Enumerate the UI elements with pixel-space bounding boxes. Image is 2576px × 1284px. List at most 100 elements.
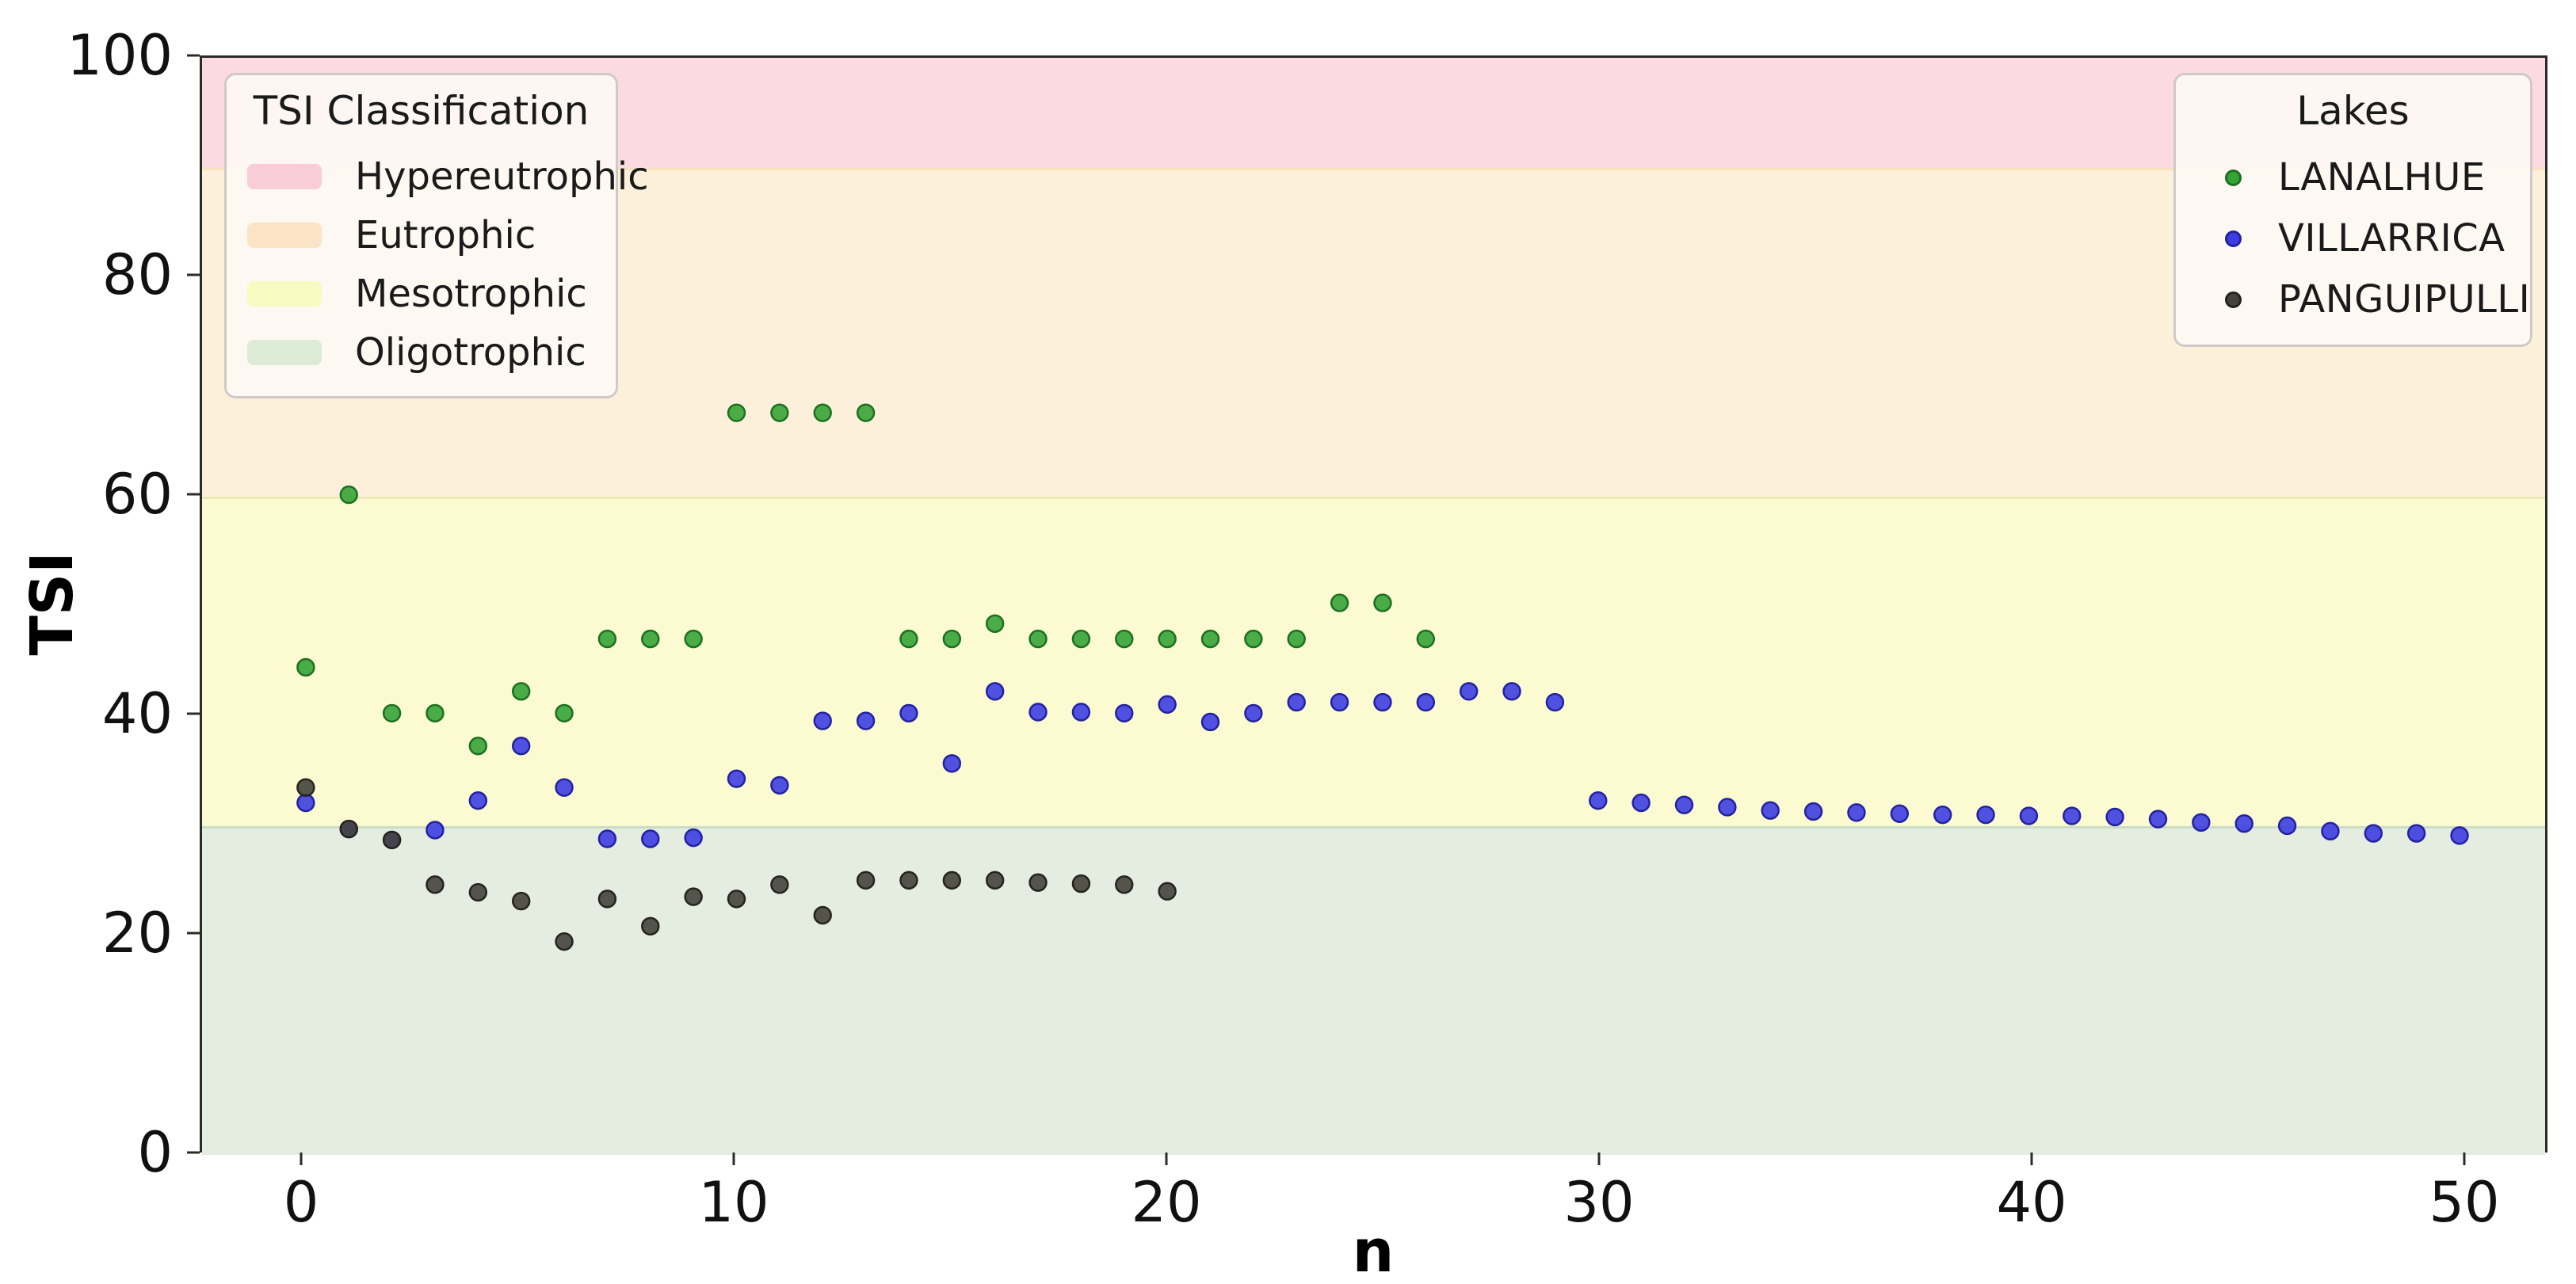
tsi-legend-item: Hypereutrophic — [247, 147, 649, 206]
data-point-panguipulli — [856, 871, 876, 890]
data-point-villarrica — [856, 711, 876, 730]
data-point-lanalhue — [942, 629, 962, 649]
data-point-villarrica — [1718, 798, 1737, 817]
data-point-lanalhue — [813, 403, 832, 422]
data-point-panguipulli — [1071, 874, 1091, 893]
x-tick-mark — [2463, 1153, 2466, 1165]
legend-label: Hypereutrophic — [355, 154, 649, 199]
y-tick-mark — [187, 54, 200, 57]
data-point-panguipulli — [641, 916, 660, 936]
legend-label: Oligotrophic — [355, 330, 586, 375]
data-point-villarrica — [296, 793, 315, 813]
data-point-lanalhue — [296, 657, 315, 677]
x-tick-label: 20 — [1131, 1170, 1202, 1235]
y-tick-mark — [187, 712, 200, 715]
data-point-villarrica — [1803, 802, 1823, 821]
legend-marker-dot — [2225, 169, 2242, 186]
x-axis-label: n — [1352, 1217, 1395, 1284]
scatter-point-layer — [296, 403, 2469, 951]
legend-marker-dot — [2225, 230, 2242, 247]
data-point-villarrica — [985, 682, 1005, 701]
data-point-lanalhue — [468, 737, 488, 756]
y-tick-mark — [187, 1151, 200, 1154]
data-point-lanalhue — [1330, 593, 1349, 612]
data-point-panguipulli — [1115, 875, 1134, 894]
data-point-villarrica — [555, 778, 574, 797]
x-tick-mark — [300, 1153, 303, 1165]
y-tick-label: 100 — [67, 23, 173, 88]
data-point-lanalhue — [985, 614, 1005, 633]
x-tick-label: 40 — [1996, 1170, 2067, 1235]
y-tick-mark — [187, 273, 200, 276]
data-point-lanalhue — [382, 703, 402, 723]
tsi-legend-item: Oligotrophic — [247, 323, 595, 382]
y-tick-label: 60 — [101, 462, 173, 527]
tsi-legend-item: Eutrophic — [247, 206, 595, 265]
data-point-lanalhue — [899, 629, 918, 649]
x-tick-label: 50 — [2429, 1170, 2500, 1235]
data-point-villarrica — [813, 711, 832, 730]
data-point-villarrica — [899, 703, 918, 723]
data-point-villarrica — [942, 754, 962, 773]
data-point-panguipulli — [597, 890, 617, 909]
data-point-villarrica — [468, 791, 488, 810]
legend-label: PANGUIPULLI — [2278, 277, 2531, 322]
data-point-lanalhue — [1416, 629, 1436, 649]
data-point-lanalhue — [1244, 629, 1263, 649]
data-point-lanalhue — [856, 403, 876, 422]
data-point-lanalhue — [1115, 629, 1134, 649]
x-tick-mark — [1165, 1153, 1168, 1165]
x-tick-mark — [2030, 1153, 2033, 1165]
y-tick-mark — [187, 493, 200, 496]
x-tick-mark — [1597, 1153, 1601, 1165]
legend-swatch — [247, 222, 322, 248]
data-point-villarrica — [597, 829, 617, 848]
x-tick-label: 10 — [698, 1170, 769, 1235]
data-point-villarrica — [1200, 712, 1220, 732]
data-point-panguipulli — [555, 932, 574, 951]
legend-swatch — [247, 163, 322, 189]
data-point-panguipulli — [339, 819, 358, 839]
data-point-villarrica — [2277, 816, 2297, 836]
legend-label: Mesotrophic — [355, 271, 587, 316]
data-point-villarrica — [1847, 803, 1866, 822]
data-point-villarrica — [1589, 791, 1608, 810]
data-point-lanalhue — [1200, 629, 1220, 649]
data-point-villarrica — [2105, 807, 2124, 827]
y-tick-label: 20 — [101, 901, 173, 966]
tsi-classification-legend: TSI Classification Hypereutrophic Eutroph… — [224, 73, 649, 398]
data-point-villarrica — [1545, 692, 1565, 712]
legend-label: Eutrophic — [355, 212, 536, 257]
legend-marker-dot — [2225, 291, 2242, 308]
data-point-panguipulli — [942, 871, 962, 890]
data-point-villarrica — [1330, 692, 1349, 712]
data-point-panguipulli — [899, 871, 918, 890]
data-point-villarrica — [1761, 801, 1780, 820]
lakes-legend-item: VILLARRICA — [2196, 208, 2509, 269]
data-point-panguipulli — [296, 778, 315, 797]
data-point-lanalhue — [770, 403, 789, 422]
data-point-villarrica — [1976, 805, 1995, 825]
x-tick-label: 30 — [1563, 1170, 1635, 1235]
data-point-lanalhue — [1373, 593, 1392, 612]
data-point-villarrica — [1631, 793, 1651, 813]
data-point-villarrica — [1287, 692, 1306, 712]
data-point-lanalhue — [555, 703, 574, 723]
data-point-villarrica — [2063, 806, 2082, 825]
lakes-legend-item: PANGUIPULLI — [2196, 269, 2530, 330]
data-point-panguipulli — [426, 875, 445, 894]
data-point-villarrica — [1933, 805, 1952, 825]
tsi-legend-item: Mesotrophic — [247, 265, 595, 323]
data-point-villarrica — [1115, 703, 1134, 723]
data-point-lanalhue — [1158, 629, 1177, 649]
data-point-villarrica — [426, 821, 445, 840]
data-point-panguipulli — [727, 890, 746, 909]
data-point-villarrica — [1459, 682, 1479, 701]
data-point-villarrica — [1890, 804, 1910, 823]
data-point-panguipulli — [468, 882, 488, 902]
band-mesotrophic — [202, 497, 2545, 826]
data-point-villarrica — [2450, 826, 2469, 845]
x-tick-mark — [732, 1153, 735, 1165]
data-point-lanalhue — [426, 703, 445, 723]
